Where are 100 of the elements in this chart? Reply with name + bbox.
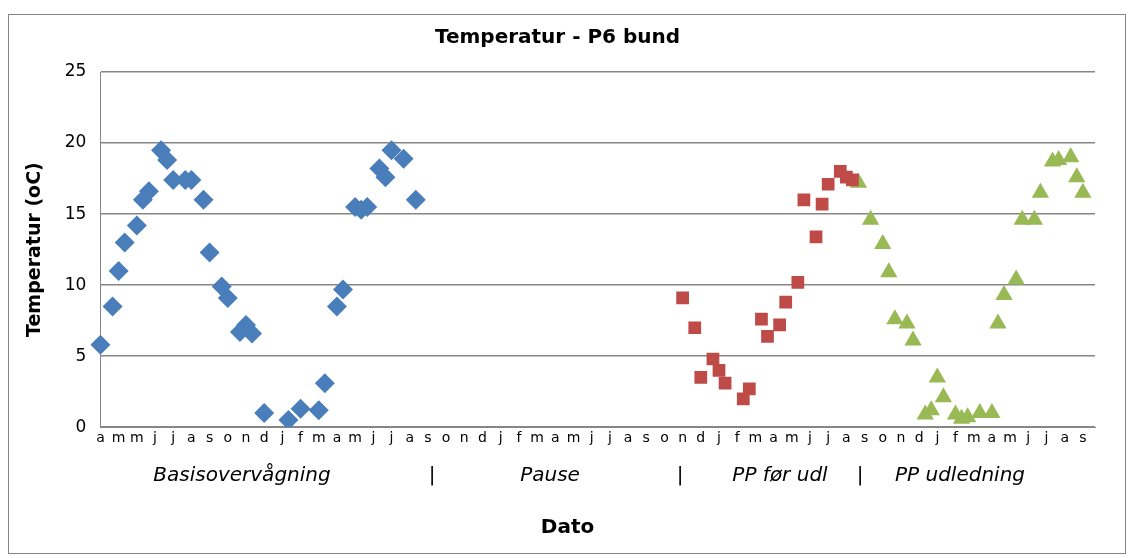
y-tick-label: 15 [64,202,87,223]
x-tick-label: a [842,429,851,446]
x-tick-label: j [1043,429,1049,446]
point [375,167,396,188]
x-tick-label: d [914,429,924,446]
x-tick-label: d [478,429,487,446]
x-tick-label: a [96,429,105,446]
point [254,402,275,423]
point [821,177,835,191]
point [694,371,708,384]
x-tick-label: f [953,429,960,446]
point [934,387,953,403]
point [791,275,805,289]
x-axis-title: Dato [539,514,596,538]
point [989,313,1007,329]
x-tick-label: m [348,429,362,446]
point [405,189,426,210]
x-tick-label: m [1003,429,1017,446]
point [314,373,335,394]
text: Pause [520,462,580,486]
x-tick-label: j [279,429,285,446]
x-tick-label: j [606,429,612,446]
point [242,323,263,344]
y-axis-title: Temperatur (oC) [22,162,45,337]
x-tick-label: d [696,429,706,446]
point [846,173,859,187]
point [809,230,823,244]
x-tick-label: j [152,429,157,446]
x-tick-label: m [130,429,144,446]
point [290,398,311,419]
x-tick-label: d [259,429,269,446]
point [995,285,1013,301]
x-tick-label: m [748,429,763,446]
point [880,262,898,278]
text: PP før udl [732,462,828,486]
point [393,148,414,169]
x-tick-label: s [1079,429,1087,446]
text: | [428,462,436,486]
point [676,291,689,305]
x-tick-label: j [388,429,394,446]
text: | [856,462,864,486]
point [761,329,774,343]
y-tick-label: 5 [75,344,87,365]
point [712,364,726,377]
point [1068,167,1086,183]
text: | [676,462,684,486]
point [1007,269,1025,285]
x-tick-label: a [187,429,196,446]
x-tick-label: s [205,429,214,446]
x-tick-label: m [966,429,981,446]
x-tick-label: n [241,429,251,446]
point [773,318,787,332]
point [217,287,238,308]
x-tick-label: m [784,429,799,446]
text: PP udledning [894,462,1026,486]
x-tick-label: m [530,429,544,446]
point [904,330,922,346]
chart-title: Temperatur - P6 bund [434,24,681,49]
x-tick-label: m [111,429,126,446]
point [886,309,904,325]
x-tick-label: o [223,429,233,446]
x-tick-label: j [588,429,594,446]
point [755,312,768,326]
point [138,181,159,202]
x-tick-label: f [516,429,523,446]
x-tick-label: m [566,429,581,446]
x-tick-label: a [1060,429,1069,446]
x-tick-label: o [660,429,669,446]
point [102,296,123,317]
x-tick-label: a [550,429,560,446]
x-tick-label: a [623,429,633,446]
text: Basisovervågning [153,462,331,486]
point [381,140,402,161]
x-tick-label: j [716,429,721,446]
x-tick-label: j [1025,429,1031,446]
point [199,242,220,263]
x-tick-label: j [934,429,940,446]
y-tick-label: 20 [64,131,87,152]
point [718,376,732,390]
point [326,296,347,317]
x-tick-label: n [896,429,906,446]
point [308,400,329,421]
point [114,232,135,253]
point [108,260,129,281]
x-tick-label: n [459,429,469,446]
x-tick-label: s [860,429,869,446]
point [333,279,354,300]
x-tick-label: n [678,429,688,446]
y-tick-label: 0 [75,415,87,436]
y-tick-label: 10 [64,273,87,294]
point [278,410,299,428]
x-tick-label: f [734,429,741,446]
x-tick-label: j [825,429,831,446]
point [898,313,916,329]
point [126,215,147,236]
point [157,150,178,171]
x-tick-label: s [642,429,650,446]
x-tick-label: a [332,429,342,446]
x-tick-label: m [311,429,326,446]
point [688,321,702,335]
